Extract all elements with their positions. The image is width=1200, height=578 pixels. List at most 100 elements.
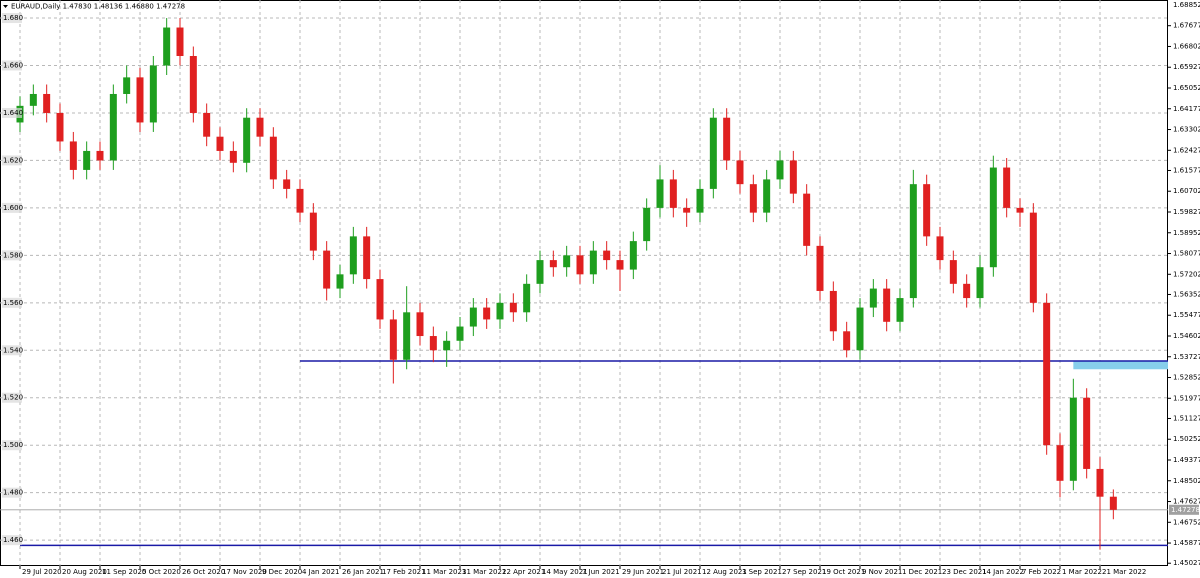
candle-body — [256, 117, 264, 137]
x-tick-label: 7 Jun 2021 — [582, 568, 620, 576]
right-tick-label: 1.57202 — [1173, 270, 1200, 278]
right-tick-label: 1.53727 — [1173, 353, 1200, 361]
marks-layer — [0, 18, 1168, 550]
candle-body — [909, 184, 917, 299]
candle-body — [56, 112, 64, 142]
chart-header: EURAUD,Daily 1.47830 1.48136 1.46880 1.4… — [11, 3, 185, 11]
x-tick-label: 29 Jun 2021 — [622, 568, 664, 576]
candle-body — [723, 117, 731, 161]
candle-body — [736, 160, 744, 185]
x-tick-label: 9 Dec 2020 — [262, 568, 302, 576]
candle-body — [883, 288, 891, 322]
candle-body — [629, 241, 637, 270]
candle-body — [149, 65, 157, 123]
candle-body — [589, 250, 597, 275]
candle-body — [43, 93, 51, 113]
y-label-bg — [2, 250, 22, 261]
y-tick-label: 1.620 — [3, 156, 23, 164]
right-tick-label: 1.58077 — [1173, 250, 1200, 258]
candle-body — [123, 77, 131, 94]
right-tick-label: 1.64177 — [1173, 105, 1200, 113]
candle-body — [376, 279, 384, 320]
y-tick-label: 1.480 — [3, 489, 23, 497]
candle-body — [683, 207, 691, 213]
candle-body — [1109, 496, 1117, 510]
candle-body — [136, 77, 144, 123]
candle-body — [656, 179, 664, 208]
candle-body — [603, 250, 611, 261]
right-tick-label: 1.60702 — [1173, 187, 1200, 195]
candle-body — [669, 179, 677, 208]
candle-body — [296, 188, 304, 213]
x-tick-label: 23 Dec 2021 — [942, 568, 987, 576]
candle-body — [336, 274, 344, 289]
price-zone — [1073, 360, 1168, 370]
right-tick-label: 1.50252 — [1173, 435, 1200, 443]
right-tick-label: 1.45027 — [1173, 559, 1200, 567]
candle-body — [176, 27, 184, 57]
candle-body — [29, 93, 37, 106]
candle-body — [643, 207, 651, 242]
candle-body — [416, 312, 424, 337]
candle-body — [229, 150, 237, 163]
x-tick-label: 5 Oct 2020 — [142, 568, 181, 576]
right-tick-label: 1.45877 — [1173, 539, 1200, 547]
candle-body — [789, 160, 797, 194]
candle-body — [349, 236, 357, 275]
y-tick-label: 1.660 — [3, 61, 23, 69]
symbol-menu-arrow[interactable] — [3, 5, 8, 8]
y-tick-label: 1.640 — [3, 109, 23, 117]
right-tick-label: 1.48502 — [1173, 477, 1200, 485]
x-tick-label: 12 Aug 2021 — [702, 568, 747, 576]
x-tick-label: 19 Oct 2021 — [822, 568, 865, 576]
candle-body — [803, 193, 811, 246]
y-tick-label: 1.560 — [3, 299, 23, 307]
y-label-bg — [2, 345, 22, 356]
right-tick-label: 1.59827 — [1173, 208, 1200, 216]
y-tick-label: 1.500 — [3, 441, 23, 449]
candle-body — [403, 312, 411, 360]
right-tick-label: 1.65927 — [1173, 63, 1200, 71]
candle-body — [363, 236, 371, 280]
candle-body — [189, 56, 197, 113]
right-tick-label: 1.67677 — [1173, 22, 1200, 30]
y-tick-label: 1.540 — [3, 346, 23, 354]
candle-body — [576, 255, 584, 275]
right-tick-label: 1.63302 — [1173, 126, 1200, 134]
right-tick-label: 1.55477 — [1173, 311, 1200, 319]
plot-frame — [0, 0, 1168, 566]
x-tick-label: 9 Nov 2021 — [862, 568, 902, 576]
right-tick-label: 1.52852 — [1173, 374, 1200, 382]
right-tick-label: 1.66802 — [1173, 42, 1200, 50]
right-tick-label: 1.56352 — [1173, 290, 1200, 298]
candle-body — [509, 302, 517, 313]
candle-body — [523, 283, 531, 313]
candle-body — [496, 302, 504, 320]
y-label-bg — [2, 297, 22, 308]
x-tick-label: 3 Sep 2021 — [742, 568, 782, 576]
right-tick-label: 1.61577 — [1173, 166, 1200, 174]
x-tick-label: 1 Mar 2022 — [1062, 568, 1102, 576]
right-tick-label: 1.51977 — [1173, 394, 1200, 402]
candle-body — [896, 298, 904, 322]
x-tick-label: 20 Aug 2020 — [62, 568, 107, 576]
x-tick-label: 1 Dec 2021 — [902, 568, 942, 576]
right-tick-label: 1.65052 — [1173, 84, 1200, 92]
candle-body — [563, 255, 571, 268]
last-price-tag — [1169, 504, 1199, 515]
candle-body — [829, 290, 837, 332]
x-tick-label: 22 Apr 2021 — [502, 568, 545, 576]
candle-body — [456, 326, 464, 341]
x-tick-label: 26 Jan 2021 — [342, 568, 384, 576]
candle-body — [443, 340, 451, 351]
candle-body — [949, 260, 957, 284]
x-tick-label: 21 Jul 2021 — [662, 568, 702, 576]
candle-body — [469, 307, 477, 327]
candle-body — [83, 150, 91, 170]
y-tick-label: 1.680 — [3, 14, 23, 22]
x-tick-label: 14 May 2021 — [542, 568, 588, 576]
y-label-bg — [2, 487, 22, 498]
right-tick-label: 1.58952 — [1173, 229, 1200, 237]
candle-body — [309, 212, 317, 251]
